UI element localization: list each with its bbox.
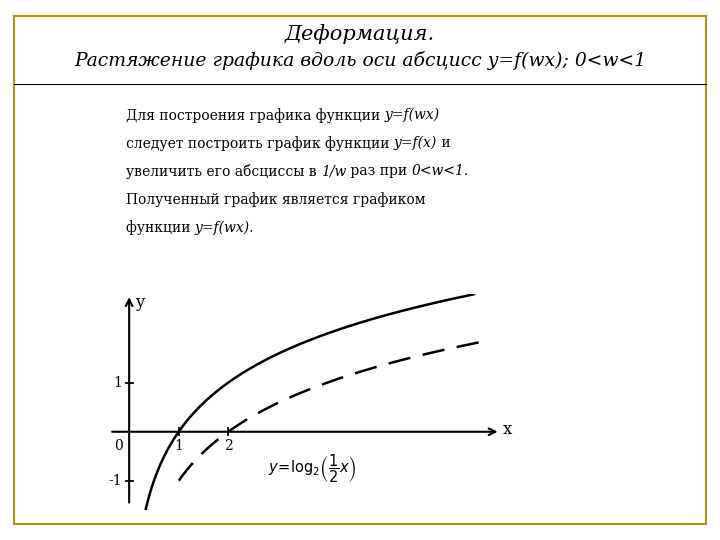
Text: 1: 1 xyxy=(174,439,183,453)
Text: 1: 1 xyxy=(113,376,122,390)
Text: увеличить его абсциссы в: увеличить его абсциссы в xyxy=(126,164,321,179)
Text: Для построения графика функции: Для построения графика функции xyxy=(126,108,384,123)
Text: x: x xyxy=(503,421,512,438)
Text: 0<w<1.: 0<w<1. xyxy=(412,164,469,178)
Text: y=f(wx).: y=f(wx). xyxy=(195,220,254,235)
Text: Полученный график является графиком: Полученный график является графиком xyxy=(126,192,426,207)
Text: 2: 2 xyxy=(224,439,233,453)
Text: $y\!=\!\log_2\!\left(\dfrac{1}{2}x\right)$: $y\!=\!\log_2\!\left(\dfrac{1}{2}x\right… xyxy=(268,453,356,485)
Text: y=f(x): y=f(x) xyxy=(394,136,437,151)
Text: раз при: раз при xyxy=(346,164,412,178)
Text: y: y xyxy=(135,294,145,311)
Text: функции: функции xyxy=(126,220,195,235)
Text: Растяжение графика вдоль оси абсцисс y=f(wx); 0<w<1: Растяжение графика вдоль оси абсцисс y=f… xyxy=(74,51,646,70)
Text: 1/w: 1/w xyxy=(321,164,346,178)
Text: y=f(wx): y=f(wx) xyxy=(384,108,440,123)
Text: Деформация.: Деформация. xyxy=(285,24,435,44)
Text: 0: 0 xyxy=(114,439,123,453)
Text: и: и xyxy=(437,136,451,150)
Text: следует построить график функции: следует построить график функции xyxy=(126,136,394,151)
Text: -1: -1 xyxy=(108,474,122,488)
